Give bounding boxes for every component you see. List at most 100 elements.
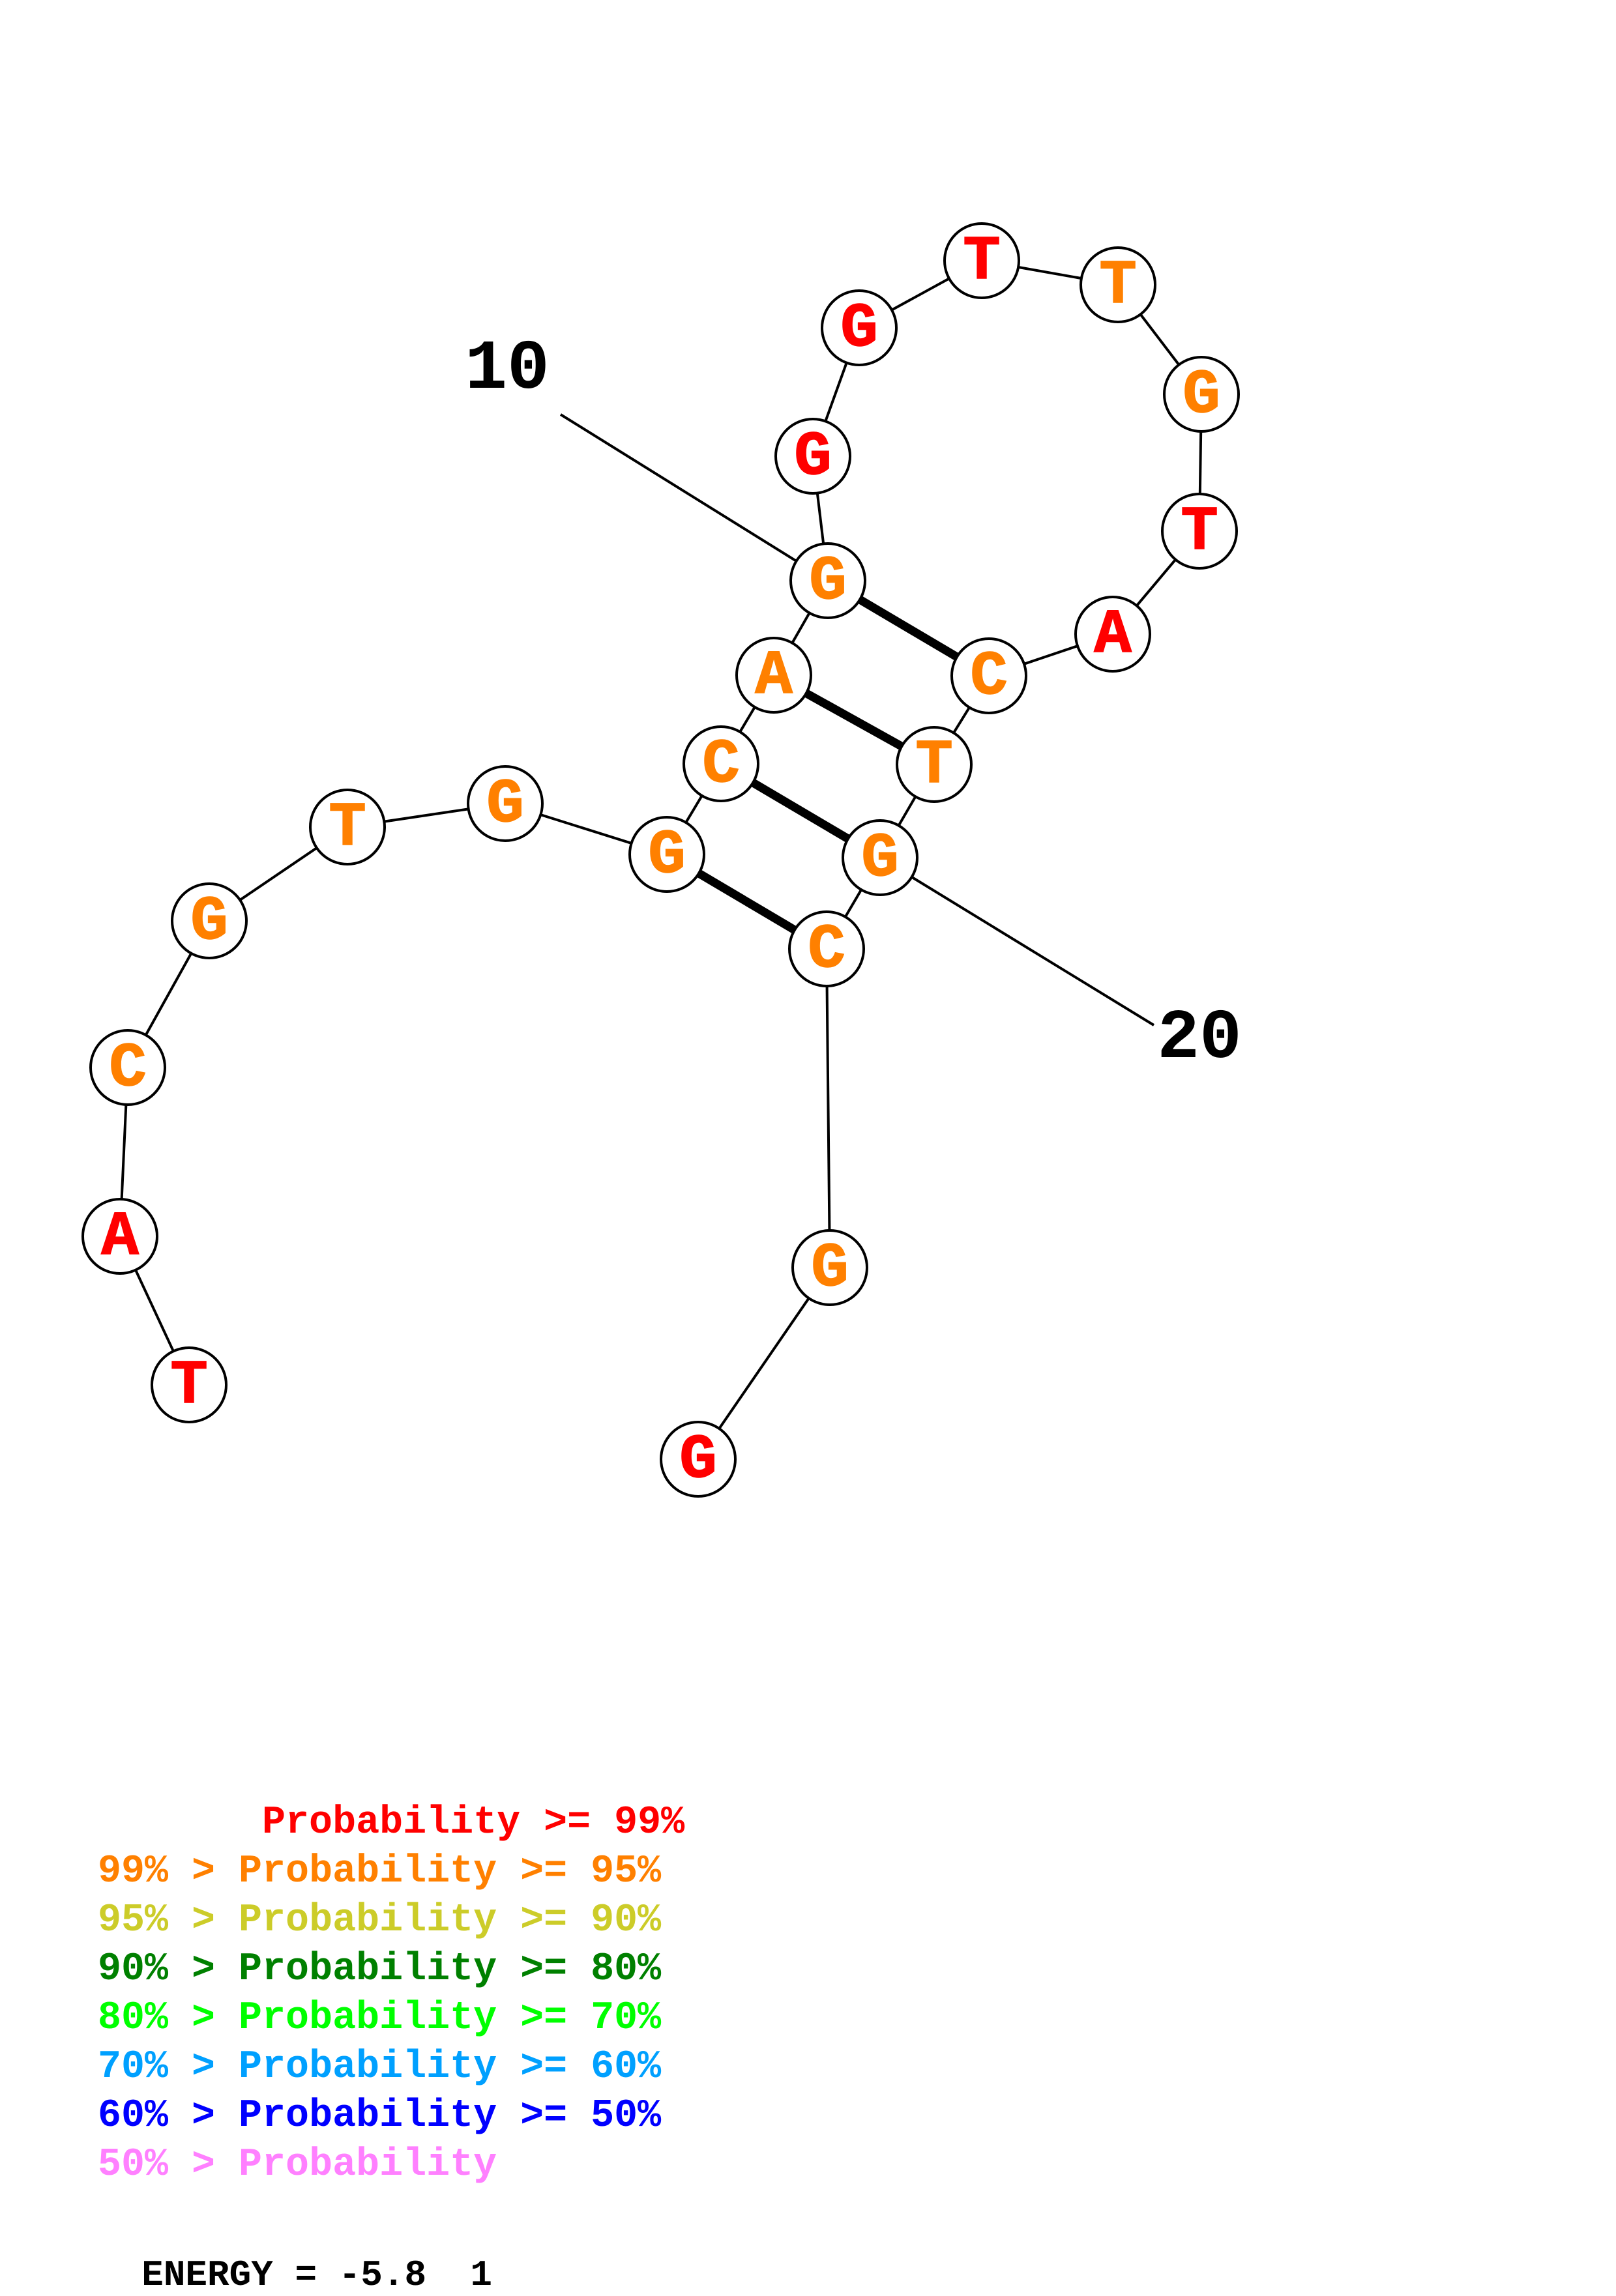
- legend-prefix: 99% >: [98, 1850, 239, 1894]
- probability-legend: Probability >= 99% 99% > Probability >= 9…: [98, 1799, 684, 2190]
- legend-row: 80% > Probability >= 70%: [98, 1994, 684, 2043]
- nucleotide-circle: [309, 789, 386, 865]
- nucleotide-base-letter: T: [329, 792, 366, 864]
- index-label-20: 20: [1157, 999, 1242, 1079]
- legend-row: 50% > Probability: [98, 2141, 684, 2190]
- nucleotide-node: T: [1161, 493, 1238, 570]
- index-label-line: [559, 413, 829, 582]
- nucleotide-node: G: [791, 1229, 868, 1306]
- nucleotide-base-letter: G: [679, 1425, 717, 1496]
- nucleotide-node: C: [683, 725, 759, 802]
- nucleotide-circle: [943, 222, 1020, 299]
- legend-prefix: 95% >: [98, 1898, 239, 1943]
- nucleotide-circle: [151, 1346, 228, 1423]
- nucleotide-node: C: [788, 910, 865, 987]
- nucleotide-circle: [735, 637, 812, 714]
- nucleotide-circle: [774, 418, 851, 495]
- nucleotide-circle: [842, 819, 918, 896]
- nucleotide-node: G: [821, 289, 898, 366]
- nucleotide-circle: [789, 542, 866, 619]
- nucleotide-base-letter: G: [1183, 360, 1220, 431]
- nucleotide-base-letter: G: [840, 293, 878, 364]
- nucleotide-node: T: [943, 222, 1020, 299]
- legend-text: Probability >= 70%: [239, 1996, 662, 2041]
- nucleotide-node: G: [467, 765, 544, 842]
- legend-text: Probability >= 50%: [239, 2094, 662, 2138]
- nucleotide-base-letter: G: [486, 769, 524, 840]
- legend-row: 60% > Probability >= 50%: [98, 2092, 684, 2141]
- legend-row: 99% > Probability >= 95%: [98, 1848, 684, 1896]
- nucleotide-node: C: [89, 1029, 166, 1106]
- legend-prefix: 70% >: [98, 2045, 239, 2089]
- legend-row: 95% > Probability >= 90%: [98, 1896, 684, 1945]
- legend-text: Probability >= 60%: [239, 2045, 662, 2089]
- index-labels: 10 20: [465, 330, 1242, 1079]
- legend-row: 70% > Probability >= 60%: [98, 2043, 684, 2092]
- nucleotide-circle: [821, 289, 898, 366]
- energy-readout: ENERGY = -5.8 1: [98, 2213, 492, 2296]
- nucleotide-base-letter: T: [963, 226, 1001, 297]
- nucleotide-node: A: [735, 637, 812, 714]
- nucleotide-circle: [896, 726, 973, 803]
- nucleotide-base-letter: G: [811, 1233, 849, 1304]
- legend-text: Probability >= 99%: [262, 1801, 685, 1845]
- nucleotide-base-letter: G: [794, 422, 832, 493]
- nucleotide-circle: [81, 1198, 158, 1275]
- nucleotide-circle: [1074, 596, 1151, 673]
- nucleotide-circle: [683, 725, 759, 802]
- legend-text: Probability: [239, 2143, 497, 2187]
- nucleotide-node: T: [896, 726, 973, 803]
- nucleotide-base-letter: T: [915, 730, 953, 801]
- nucleotide-base-letter: A: [101, 1202, 139, 1273]
- nucleotide-node: T: [1080, 246, 1156, 323]
- nucleotide-node: G: [842, 819, 918, 896]
- nucleotide-base-letter: G: [190, 886, 228, 957]
- nucleotide-circle: [171, 882, 248, 959]
- nucleotide-base-letter: T: [170, 1350, 208, 1421]
- nucleotide-base-letter: A: [755, 641, 793, 712]
- nucleotide-base-letter: G: [648, 820, 686, 891]
- legend-text: Probability >= 95%: [239, 1850, 662, 1894]
- nucleotide-node: A: [1074, 596, 1151, 673]
- nucleotide-node: C: [950, 637, 1027, 714]
- nucleotide-node: G: [628, 816, 705, 893]
- nucleotide-circle: [791, 1229, 868, 1306]
- nucleotide-node: A: [81, 1198, 158, 1275]
- nucleotide-circle: [950, 637, 1027, 714]
- nucleotide-node: G: [774, 418, 851, 495]
- structure-number: 1: [470, 2254, 492, 2296]
- nucleotide-circle: [1080, 246, 1156, 323]
- nucleotide-base-letter: A: [1094, 600, 1132, 671]
- legend-text: Probability >= 80%: [239, 1947, 662, 1992]
- nucleotide-circle: [628, 816, 705, 893]
- nucleotide-circle: [467, 765, 544, 842]
- legend-text: Probability >= 90%: [239, 1898, 662, 1943]
- legend-row: 90% > Probability >= 80%: [98, 1945, 684, 1994]
- legend-prefix: [98, 1801, 262, 1845]
- nucleotide-circle: [1163, 356, 1240, 433]
- legend-prefix: 60% >: [98, 2094, 239, 2138]
- index-label-lines: [559, 413, 1155, 1026]
- nucleotide-base-letter: T: [1099, 250, 1137, 321]
- nucleotide-base-letter: T: [1181, 497, 1218, 568]
- nucleotide-circle: [89, 1029, 166, 1106]
- nucleotide-base-letter: C: [970, 641, 1008, 712]
- backbone-segment: [825, 948, 831, 1268]
- index-label-line: [879, 856, 1155, 1026]
- nucleotide-node: T: [309, 789, 386, 865]
- legend-row: Probability >= 99%: [98, 1799, 684, 1848]
- nucleotide-base-letter: C: [808, 914, 845, 985]
- nucleotide-circle: [1161, 493, 1238, 570]
- index-label-10: 10: [465, 330, 550, 409]
- nucleotide-base-letter: C: [702, 729, 740, 800]
- nucleotide-base-letter: G: [861, 823, 899, 894]
- legend-prefix: 50% >: [98, 2143, 239, 2187]
- legend-prefix: 80% >: [98, 1996, 239, 2041]
- nucleotide-node: T: [151, 1346, 228, 1423]
- nucleotide-node: G: [789, 542, 866, 619]
- nucleotide-circle: [788, 910, 865, 987]
- nucleotide-node: G: [1163, 356, 1240, 433]
- nucleotide-base-letter: G: [809, 546, 847, 617]
